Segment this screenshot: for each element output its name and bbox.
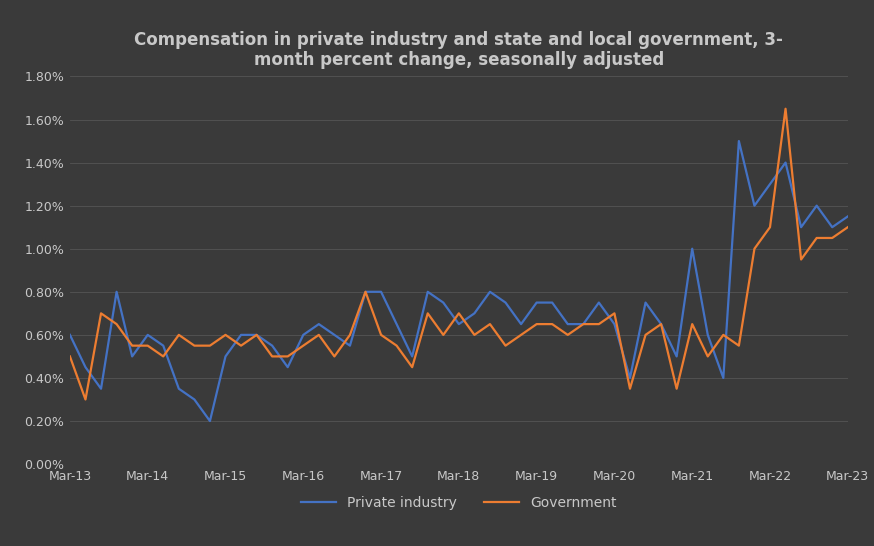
Title: Compensation in private industry and state and local government, 3-
month percen: Compensation in private industry and sta…: [135, 31, 783, 69]
Government: [329, 353, 340, 360]
Private industry: [827, 224, 837, 230]
Government: [641, 331, 651, 338]
Private industry: [252, 331, 262, 338]
Private industry: [593, 299, 604, 306]
Private industry: [843, 213, 853, 219]
Government: [314, 331, 324, 338]
Private industry: [733, 138, 744, 144]
Private industry: [65, 331, 75, 338]
Line: Government: Government: [70, 109, 848, 400]
Government: [827, 235, 837, 241]
Government: [780, 105, 791, 112]
Legend: Private industry, Government: Private industry, Government: [295, 490, 622, 515]
Private industry: [205, 418, 215, 424]
Government: [252, 331, 262, 338]
Private industry: [641, 299, 651, 306]
Government: [843, 224, 853, 230]
Government: [593, 321, 604, 328]
Government: [80, 396, 91, 403]
Private industry: [314, 321, 324, 328]
Private industry: [329, 331, 340, 338]
Government: [65, 353, 75, 360]
Line: Private industry: Private industry: [70, 141, 848, 421]
